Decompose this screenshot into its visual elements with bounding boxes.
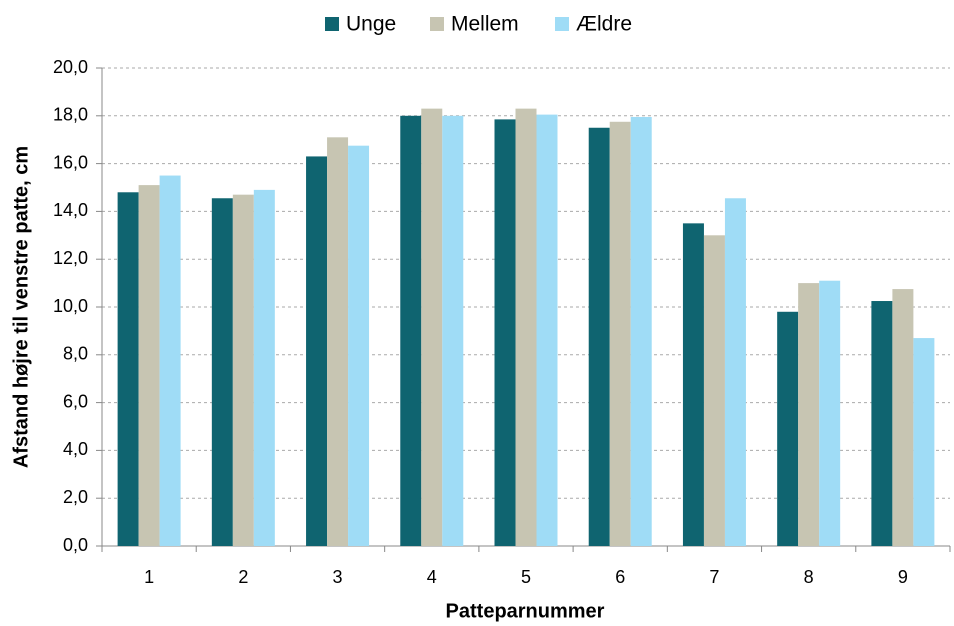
x-tick-label: 8 [804, 567, 814, 587]
x-tick-label: 3 [333, 567, 343, 587]
legend-swatch [555, 17, 569, 31]
bar [327, 137, 349, 546]
x-axis-label: Patteparnummer [446, 600, 605, 622]
legend-label: Ældre [576, 13, 632, 36]
bar [724, 198, 746, 546]
bar [442, 115, 464, 547]
legend-swatch [325, 17, 339, 31]
bar [777, 311, 799, 546]
x-tick-label: 7 [709, 567, 719, 587]
y-tick-label: 16,0 [53, 152, 88, 172]
bar [913, 338, 935, 546]
bar [421, 108, 443, 546]
bar [536, 114, 558, 546]
y-tick-label: 8,0 [63, 344, 88, 364]
y-tick-label: 0,0 [63, 535, 88, 555]
bar [682, 223, 704, 546]
y-tick-label: 10,0 [53, 296, 88, 316]
y-tick-label: 2,0 [63, 487, 88, 507]
bar [588, 127, 610, 546]
bar [348, 145, 370, 547]
bar [117, 192, 139, 546]
bar [494, 119, 516, 546]
bar [211, 198, 233, 546]
bar [253, 189, 275, 546]
bar [871, 301, 893, 546]
x-tick-label: 6 [615, 567, 625, 587]
bar [798, 283, 820, 546]
x-tick-label: 4 [427, 567, 437, 587]
y-tick-label: 4,0 [63, 439, 88, 459]
bar [159, 175, 181, 547]
bar [400, 115, 422, 547]
x-tick-label: 9 [898, 567, 908, 587]
legend-label: Unge [346, 13, 396, 36]
bar [703, 235, 725, 547]
y-tick-label: 18,0 [53, 105, 88, 125]
legend-swatch [430, 17, 444, 31]
y-tick-label: 14,0 [53, 200, 88, 220]
legend-label: Mellem [451, 13, 519, 36]
bar [306, 156, 328, 546]
y-tick-label: 12,0 [53, 248, 88, 268]
x-tick-label: 2 [238, 567, 248, 587]
x-tick-label: 5 [521, 567, 531, 587]
y-tick-label: 6,0 [63, 391, 88, 411]
y-tick-label: 20,0 [53, 57, 88, 77]
bar [609, 121, 631, 547]
bar [232, 194, 254, 547]
x-tick-label: 1 [144, 567, 154, 587]
bar [630, 116, 652, 547]
bar [138, 185, 160, 547]
y-axis-label: Afstand højre til venstre patte, cm [10, 146, 32, 468]
bar [892, 289, 914, 546]
bar [515, 108, 537, 546]
bar [819, 280, 841, 546]
